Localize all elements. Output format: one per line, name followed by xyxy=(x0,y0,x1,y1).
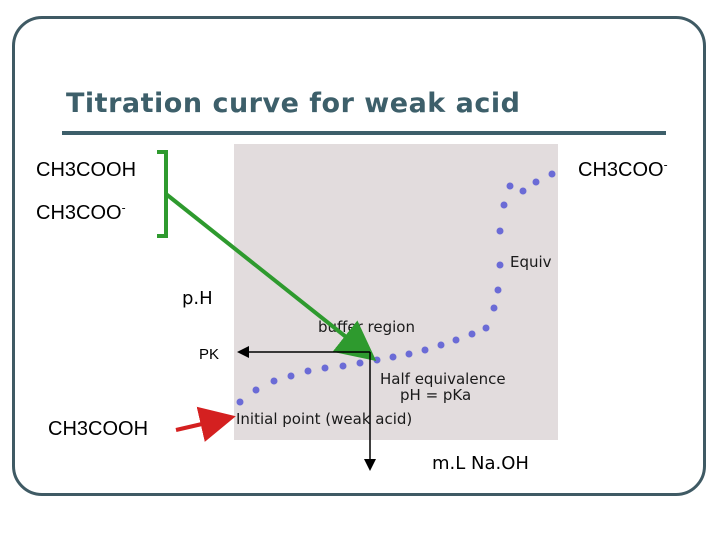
curve-point xyxy=(339,362,347,370)
curve-point xyxy=(500,201,508,209)
curve-point xyxy=(548,170,556,178)
label-acid-top: CH3COOH xyxy=(36,160,136,180)
curve-point xyxy=(437,341,445,349)
curve-point xyxy=(236,398,244,406)
curve-point xyxy=(496,261,504,269)
curve-point xyxy=(270,377,278,385)
curve-point xyxy=(468,330,476,338)
label-base-right-text: CH3COO xyxy=(578,159,664,181)
curve-point xyxy=(506,182,514,190)
slide-frame xyxy=(12,16,706,496)
title-underline xyxy=(62,131,666,135)
label-base-right-charge: - xyxy=(663,157,668,172)
curve-point xyxy=(452,336,460,344)
curve-point xyxy=(421,346,429,354)
curve-point xyxy=(519,187,527,195)
annotation-ph-pka: pH = pKa xyxy=(400,386,472,404)
label-acid-bottom: CH3COOH xyxy=(48,418,149,440)
curve-point xyxy=(252,386,260,394)
curve-point xyxy=(356,359,364,367)
annotation-half-equivalence: Half equivalence xyxy=(380,370,506,388)
label-base-right: CH3COO- xyxy=(578,157,668,181)
curve-point xyxy=(405,350,413,358)
annotation-initial-point: Initial point (weak acid) xyxy=(236,410,413,428)
curve-points xyxy=(236,170,556,406)
curve-point xyxy=(287,372,295,380)
curve-point xyxy=(494,286,502,294)
curve-point xyxy=(482,324,490,332)
annotation-equivalence: Equiv xyxy=(510,253,552,271)
x-axis-label: m.L Na.OH xyxy=(432,453,529,474)
curve-point xyxy=(321,364,329,372)
slide-title: Titration curve for weak acid xyxy=(66,88,521,119)
label-base-top-charge: - xyxy=(121,200,126,215)
label-pk: PK xyxy=(199,346,220,363)
label-base-top-text: CH3COO xyxy=(36,202,122,224)
red-arrow xyxy=(175,406,236,442)
curve-point xyxy=(304,367,312,375)
curve-point xyxy=(490,304,498,312)
curve-point xyxy=(496,227,504,235)
label-base-top: CH3COO- xyxy=(36,200,126,224)
curve-point xyxy=(389,353,397,361)
label-acid-top-text: CH3COOH xyxy=(36,159,137,181)
green-arrow xyxy=(164,192,377,361)
titration-curve xyxy=(236,170,556,406)
y-axis-label: p.H xyxy=(182,288,213,309)
green-bracket xyxy=(157,150,168,238)
curve-point xyxy=(532,178,540,186)
